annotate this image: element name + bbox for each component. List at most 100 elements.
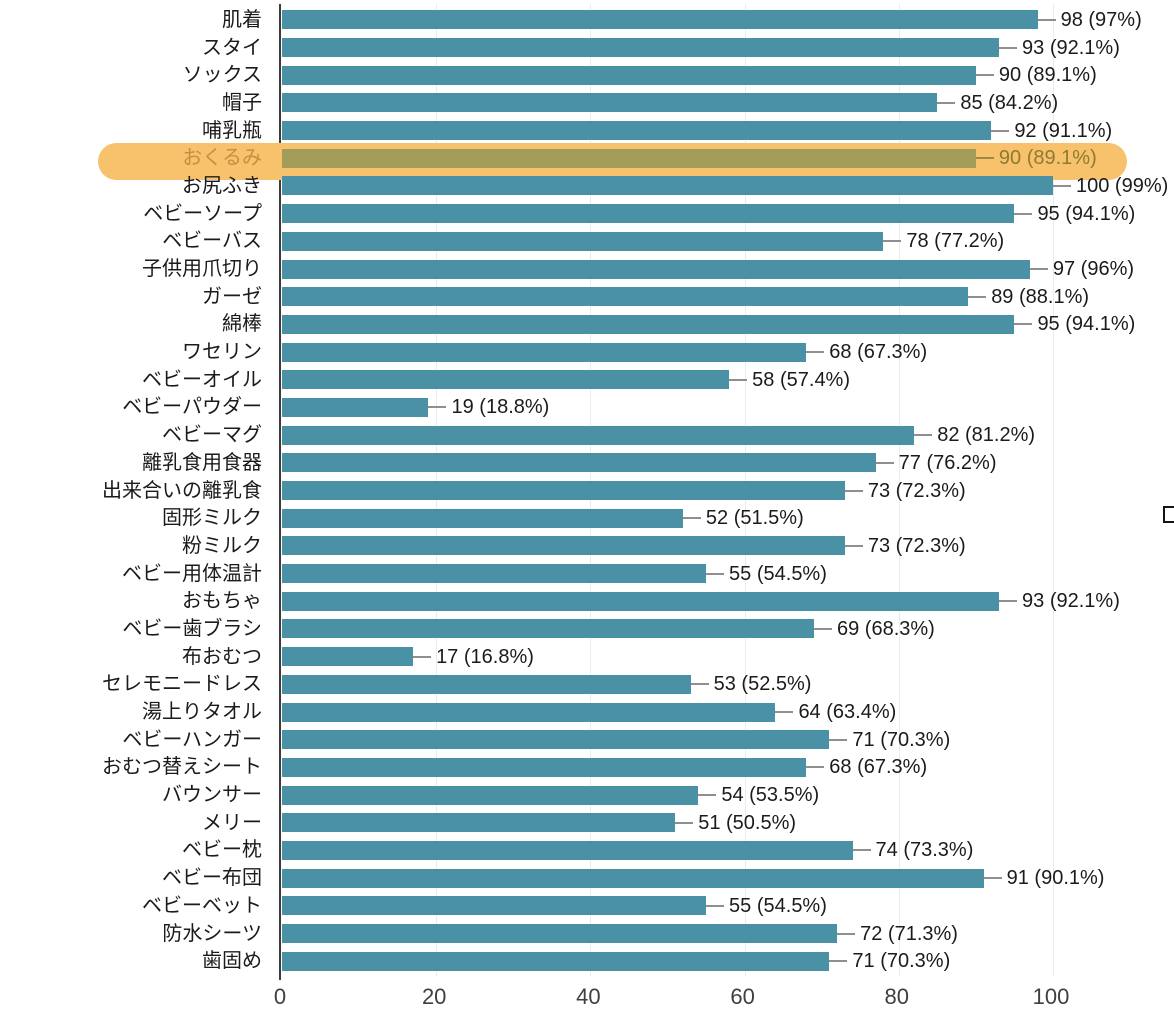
bar-zone: 98 (97%) xyxy=(272,6,1174,34)
bar[interactable] xyxy=(282,231,884,251)
bar[interactable] xyxy=(282,840,853,860)
gridline-100 xyxy=(1053,4,1054,976)
bar-row: おくるみ 90 (89.1%) xyxy=(0,144,1174,172)
bar[interactable] xyxy=(282,951,830,971)
value-label: 85 (84.2%) xyxy=(960,91,1059,114)
x-tick-label: 80 xyxy=(884,984,910,1009)
bar[interactable] xyxy=(282,397,429,417)
category-label: ベビー枕 xyxy=(182,839,262,862)
value-label: 55 (54.5%) xyxy=(729,894,827,917)
bar[interactable] xyxy=(282,10,1038,30)
value-label: 69 (68.3%) xyxy=(836,617,935,640)
bar-row: ソックス 90 (89.1%) xyxy=(0,61,1174,89)
bar[interactable] xyxy=(282,730,830,750)
leader-line xyxy=(968,295,987,298)
bar[interactable] xyxy=(282,481,845,501)
bar-zone: 54 (53.5%) xyxy=(272,781,1174,809)
bar[interactable] xyxy=(282,93,938,113)
bar[interactable] xyxy=(282,785,699,805)
category-label: お尻ふき xyxy=(182,174,262,197)
bar[interactable] xyxy=(282,591,1000,611)
category-label: ベビーバス xyxy=(162,230,262,253)
value-label: 90 (89.1%) xyxy=(998,147,1097,170)
category-label: ベビーソープ xyxy=(143,202,262,225)
category-label: セレモニードレス xyxy=(102,673,262,696)
category-label: ワセリン xyxy=(182,341,262,364)
leader-line xyxy=(729,378,748,381)
value-label: 100 (99%) xyxy=(1076,174,1169,197)
bar[interactable] xyxy=(282,536,845,556)
bar[interactable] xyxy=(282,176,1053,196)
bar[interactable] xyxy=(282,425,915,445)
value-label: 17 (16.8%) xyxy=(436,645,534,668)
bar-row: 離乳食用食器 77 (76.2%) xyxy=(0,449,1174,477)
bar-row: 歯固め 71 (70.3%) xyxy=(0,947,1174,975)
bar[interactable] xyxy=(282,38,1000,58)
bar[interactable] xyxy=(282,757,807,777)
leader-line xyxy=(883,240,902,243)
bar[interactable] xyxy=(282,924,838,944)
category-label: 離乳食用食器 xyxy=(142,451,262,474)
bar[interactable] xyxy=(282,342,807,362)
value-label: 68 (67.3%) xyxy=(829,756,928,779)
value-label: 58 (57.4%) xyxy=(752,368,851,391)
bar-row: おもちゃ 93 (92.1%) xyxy=(0,587,1174,615)
bar-row: ベビーマグ 82 (81.2%) xyxy=(0,421,1174,449)
leader-line xyxy=(837,932,856,935)
bar[interactable] xyxy=(282,508,683,528)
bar-zone: 53 (52.5%) xyxy=(272,671,1174,699)
bar-row: ベビー歯ブラシ 69 (68.3%) xyxy=(0,615,1174,643)
leader-line xyxy=(1014,323,1033,326)
bar[interactable] xyxy=(282,702,776,722)
value-label: 90 (89.1%) xyxy=(998,64,1097,87)
value-label: 89 (88.1%) xyxy=(991,285,1090,308)
category-label: 肌着 xyxy=(222,8,262,31)
value-label: 95 (94.1%) xyxy=(1037,202,1136,225)
bar[interactable] xyxy=(282,453,876,473)
bar[interactable] xyxy=(282,896,707,916)
category-label: ベビーハンガー xyxy=(122,728,262,751)
value-label: 64 (63.4%) xyxy=(798,701,897,724)
bar-row: 出来合いの離乳食 73 (72.3%) xyxy=(0,477,1174,505)
bar[interactable] xyxy=(282,121,992,141)
bar[interactable] xyxy=(282,868,984,888)
bar[interactable] xyxy=(282,619,814,639)
bar[interactable] xyxy=(282,314,1015,334)
x-tick-label: 60 xyxy=(730,984,755,1009)
leader-line xyxy=(852,849,871,852)
leader-line xyxy=(999,46,1018,49)
category-label: 子供用爪切り xyxy=(142,258,262,281)
value-label: 98 (97%) xyxy=(1060,8,1142,31)
bar[interactable] xyxy=(282,204,1015,224)
bar-zone: 51 (50.5%) xyxy=(272,809,1174,837)
value-label: 73 (72.3%) xyxy=(867,479,966,502)
bar-row: ベビーソープ 95 (94.1%) xyxy=(0,200,1174,228)
bar[interactable] xyxy=(282,813,676,833)
bar[interactable] xyxy=(282,287,969,307)
bar[interactable] xyxy=(282,647,414,667)
bar[interactable] xyxy=(282,674,691,694)
leader-line xyxy=(1014,212,1033,215)
x-axis-tick-labels: 0 20 40 60 80 100 xyxy=(0,986,1174,1016)
leader-line xyxy=(1037,18,1056,21)
leader-line xyxy=(829,960,848,963)
bar[interactable] xyxy=(282,370,730,390)
bar[interactable] xyxy=(282,148,976,168)
bar[interactable] xyxy=(282,259,1030,279)
leader-line xyxy=(991,129,1010,132)
bar[interactable] xyxy=(282,65,976,85)
bar-row: 布おむつ 17 (16.8%) xyxy=(0,643,1174,671)
leader-line xyxy=(706,572,725,575)
bar[interactable] xyxy=(282,564,707,584)
bar-zone: 90 (89.1%) xyxy=(272,144,1174,172)
bar-zone: 95 (94.1%) xyxy=(272,200,1174,228)
category-label: 湯上りタオル xyxy=(142,701,262,724)
leader-line xyxy=(813,627,832,630)
bar-zone: 91 (90.1%) xyxy=(272,864,1174,892)
category-label: 固形ミルク xyxy=(162,507,262,530)
bar-row: 粉ミルク 73 (72.3%) xyxy=(0,532,1174,560)
category-label: ガーゼ xyxy=(202,285,262,308)
bar-row: ベビーオイル 58 (57.4%) xyxy=(0,366,1174,394)
leader-line xyxy=(806,766,825,769)
value-label: 52 (51.5%) xyxy=(705,507,804,530)
